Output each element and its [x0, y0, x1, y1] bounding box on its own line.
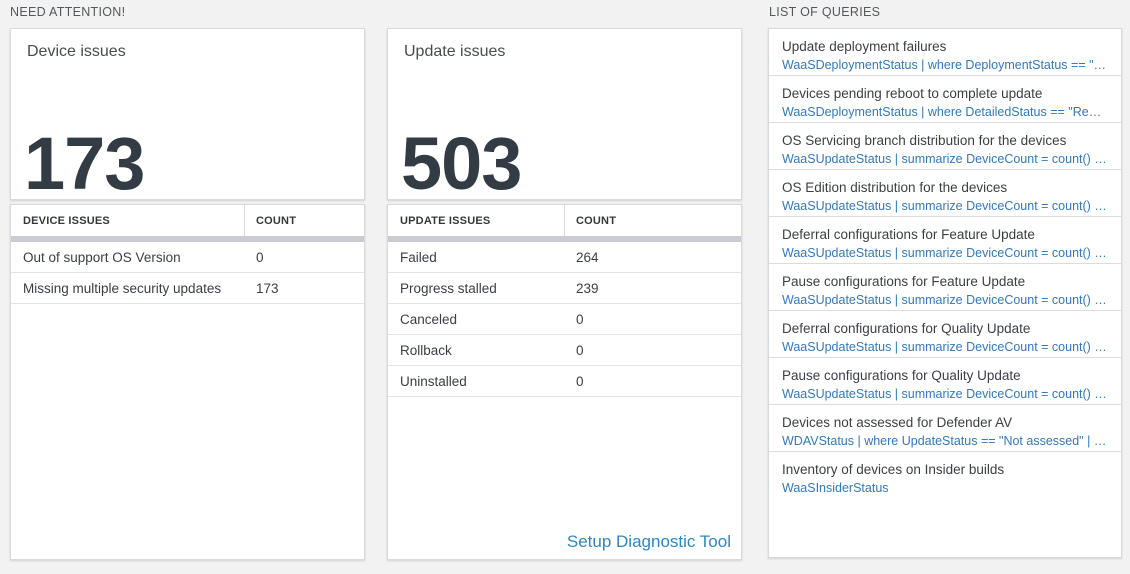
setup-diagnostic-tool-link[interactable]: Setup Diagnostic Tool: [566, 532, 731, 551]
query-text: WaaSUpdateStatus | summarize DeviceCount…: [782, 199, 1107, 213]
query-list-item[interactable]: Pause configurations for Feature Update …: [769, 264, 1121, 311]
device-issues-table: DEVICE ISSUES COUNT Out of support OS Ve…: [10, 204, 365, 560]
query-list-item[interactable]: OS Edition distribution for the devices …: [769, 170, 1121, 217]
query-text: WaaSInsiderStatus: [782, 481, 889, 495]
update-issues-card[interactable]: Update issues 503: [387, 28, 742, 200]
query-text: WaaSUpdateStatus | summarize DeviceCount…: [782, 340, 1107, 354]
table-row[interactable]: Rollback 0: [388, 335, 741, 366]
query-title: Inventory of devices on Insider builds: [782, 462, 1005, 477]
query-list-item[interactable]: Update deployment failures WaaSDeploymen…: [769, 29, 1121, 76]
query-title: Pause configurations for Quality Update: [782, 368, 1021, 383]
row-count: 0: [576, 311, 584, 327]
table-row[interactable]: Missing multiple security updates 173: [11, 273, 364, 304]
update-issues-column-header: UPDATE ISSUES: [388, 205, 565, 236]
query-title: Devices pending reboot to complete updat…: [782, 86, 1043, 101]
query-title: Update deployment failures: [782, 39, 947, 54]
row-count: 173: [256, 280, 279, 296]
query-text: WDAVStatus | where UpdateStatus == "Not …: [782, 434, 1107, 448]
row-label: Missing multiple security updates: [23, 280, 222, 296]
update-issues-total-count: 503: [401, 121, 522, 205]
query-list-item[interactable]: Inventory of devices on Insider builds W…: [769, 452, 1121, 499]
query-list-item[interactable]: OS Servicing branch distribution for the…: [769, 123, 1121, 170]
row-count: 0: [256, 249, 264, 265]
row-label: Uninstalled: [400, 373, 467, 389]
table-header-accent-bar: [388, 236, 741, 242]
query-title: Devices not assessed for Defender AV: [782, 415, 1013, 430]
row-label: Out of support OS Version: [23, 249, 181, 265]
query-title: Deferral configurations for Quality Upda…: [782, 321, 1031, 336]
query-text: WaaSDeploymentStatus | where DetailedSta…: [782, 105, 1107, 119]
table-row[interactable]: Failed 264: [388, 242, 741, 273]
table-row[interactable]: Canceled 0: [388, 304, 741, 335]
update-issues-table-header: UPDATE ISSUES COUNT: [388, 205, 741, 236]
query-list-item[interactable]: Deferral configurations for Feature Upda…: [769, 217, 1121, 264]
row-count: 0: [576, 342, 584, 358]
query-text: WaaSUpdateStatus | summarize DeviceCount…: [782, 293, 1107, 307]
query-title: Deferral configurations for Feature Upda…: [782, 227, 1035, 242]
table-row[interactable]: Progress stalled 239: [388, 273, 741, 304]
row-count: 264: [576, 249, 599, 265]
query-text: WaaSUpdateStatus | summarize DeviceCount…: [782, 246, 1107, 260]
table-row[interactable]: Out of support OS Version 0: [11, 242, 364, 273]
row-count: 239: [576, 280, 599, 296]
row-label: Progress stalled: [400, 280, 497, 296]
query-title: OS Servicing branch distribution for the…: [782, 133, 1067, 148]
update-issues-table: UPDATE ISSUES COUNT Failed 264 Progress …: [387, 204, 742, 560]
queries-panel: Update deployment failures WaaSDeploymen…: [768, 28, 1122, 558]
table-row[interactable]: Uninstalled 0: [388, 366, 741, 397]
query-list-item[interactable]: Pause configurations for Quality Update …: [769, 358, 1121, 405]
device-issues-table-header: DEVICE ISSUES COUNT: [11, 205, 364, 236]
query-title: OS Edition distribution for the devices: [782, 180, 1008, 195]
device-issues-column-header: DEVICE ISSUES: [11, 205, 245, 236]
query-list-item[interactable]: Devices not assessed for Defender AV WDA…: [769, 405, 1121, 452]
list-of-queries-section-label: LIST OF QUERIES: [769, 5, 881, 19]
row-label: Failed: [400, 249, 437, 265]
query-list-item[interactable]: Deferral configurations for Quality Upda…: [769, 311, 1121, 358]
query-list-item[interactable]: Devices pending reboot to complete updat…: [769, 76, 1121, 123]
row-label: Canceled: [400, 311, 458, 327]
device-issues-card[interactable]: Device issues 173: [10, 28, 365, 200]
update-issues-card-title: Update issues: [404, 43, 506, 60]
query-text: WaaSDeploymentStatus | where DeploymentS…: [782, 58, 1107, 72]
device-issues-total-count: 173: [24, 121, 145, 205]
need-attention-section-label: NEED ATTENTION!: [10, 5, 126, 19]
row-label: Rollback: [400, 342, 452, 358]
query-text: WaaSUpdateStatus | summarize DeviceCount…: [782, 152, 1107, 166]
query-text: WaaSUpdateStatus | summarize DeviceCount…: [782, 387, 1107, 401]
count-column-header: COUNT: [576, 214, 617, 227]
count-column-header: COUNT: [256, 214, 297, 227]
row-count: 0: [576, 373, 584, 389]
table-header-accent-bar: [11, 236, 364, 242]
device-issues-card-title: Device issues: [27, 43, 126, 60]
query-title: Pause configurations for Feature Update: [782, 274, 1026, 289]
